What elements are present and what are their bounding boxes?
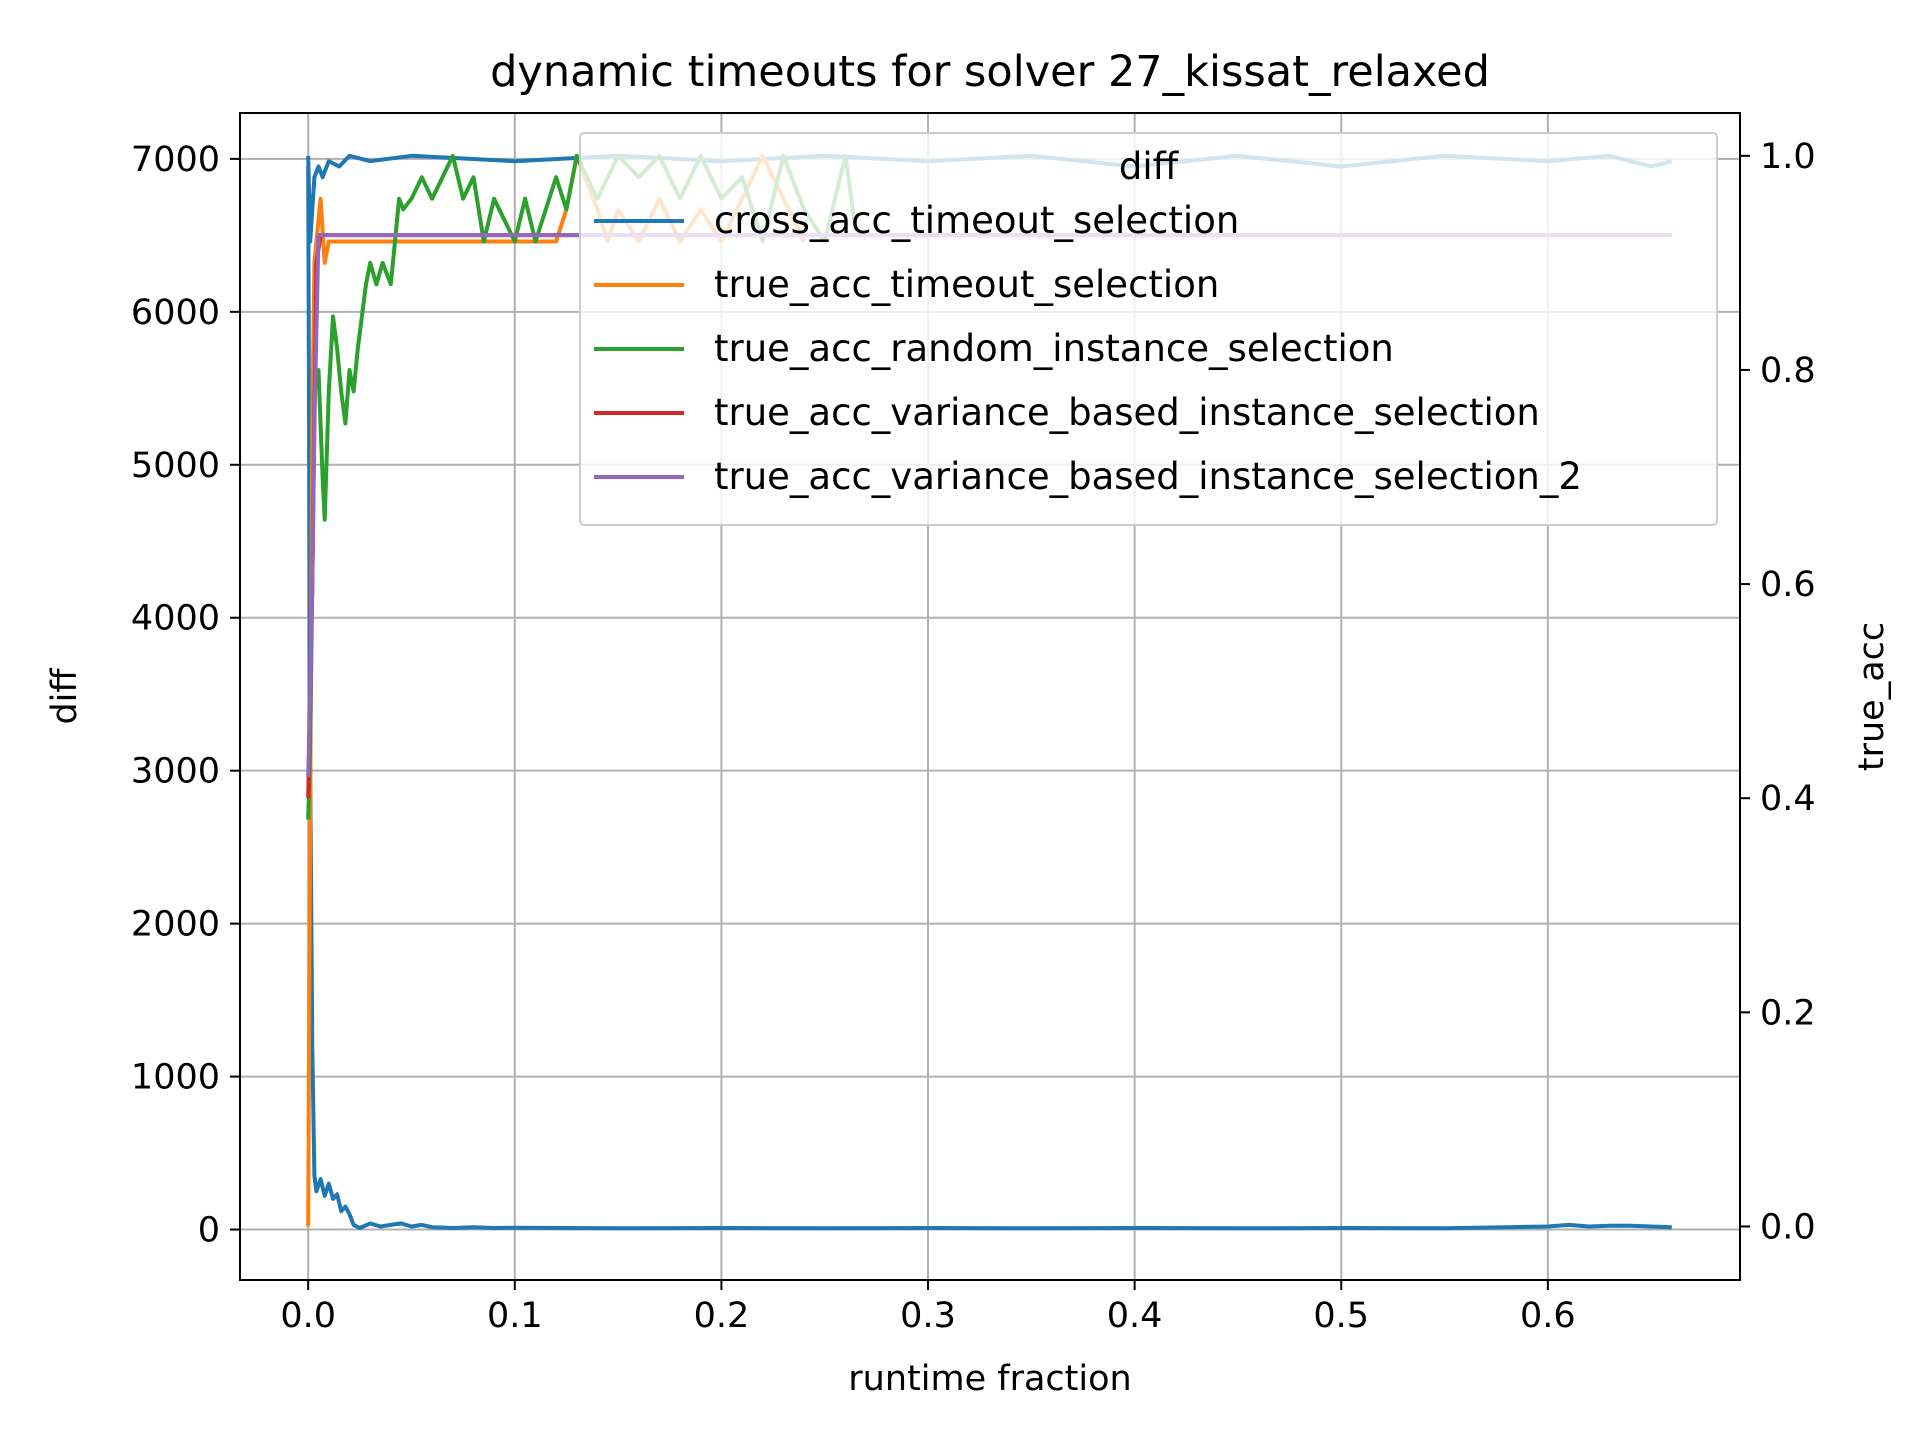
x-tick-label: 0.5 [1313,1296,1369,1336]
y-axis-right-label: true_acc [1852,622,1892,771]
y-right-tick-label: 0.8 [1760,351,1816,391]
legend: diff cross_acc_timeout_selection true_acc… [579,132,1718,526]
y-right-tick-label: 0.2 [1760,993,1816,1033]
legend-title: diff [1119,145,1180,188]
x-tick-label: 0.0 [280,1296,336,1336]
ticks: 0.0 0.1 0.2 0.3 0.4 0.5 0.6 0 1000 2000 3000 4000 50… [131,137,1816,1336]
x-axis-label: runtime fraction [848,1359,1131,1399]
chart-title: dynamic timeouts for solver 27_kissat_re… [490,47,1490,97]
legend-label-1: cross_acc_timeout_selection [714,199,1239,242]
plot-frame [239,112,1741,1281]
x-tick-label: 0.3 [900,1296,956,1336]
x-tick-label: 0.2 [694,1296,750,1336]
legend-box [579,132,1718,526]
y-left-tick-label: 5000 [131,446,220,486]
y-left-tick-label: 2000 [131,905,220,945]
x-tick-label: 0.4 [1107,1296,1163,1336]
y-left-tick-label: 4000 [131,599,220,639]
x-tick-label: 0.6 [1520,1296,1576,1336]
y-right-tick-label: 0.0 [1760,1207,1816,1247]
y-left-tick-label: 1000 [131,1058,220,1098]
legend-label-3: true_acc_random_instance_selection [714,327,1394,370]
y-left-tick-label: 6000 [131,293,220,333]
y-axis-left-label: diff [45,668,85,725]
y-left-tick-label: 7000 [131,140,220,180]
y-left-tick-label: 3000 [131,752,220,792]
y-right-tick-label: 0.6 [1760,565,1816,605]
series-line-1 [306,166,1672,1231]
y-left-tick-label: 0 [198,1211,220,1251]
series-line-6 [306,233,1672,777]
legend-entries: cross_acc_timeout_selection true_acc_time… [594,199,1582,498]
y-right-tick-label: 0.4 [1760,779,1816,819]
legend-label-2: true_acc_timeout_selection [714,263,1219,306]
legend-label-4: true_acc_variance_based_instance_selecti… [714,391,1540,434]
x-tick-label: 0.1 [487,1296,543,1336]
legend-label-5: true_acc_variance_based_instance_selecti… [714,455,1582,498]
y-right-tick-label: 1.0 [1760,137,1816,177]
